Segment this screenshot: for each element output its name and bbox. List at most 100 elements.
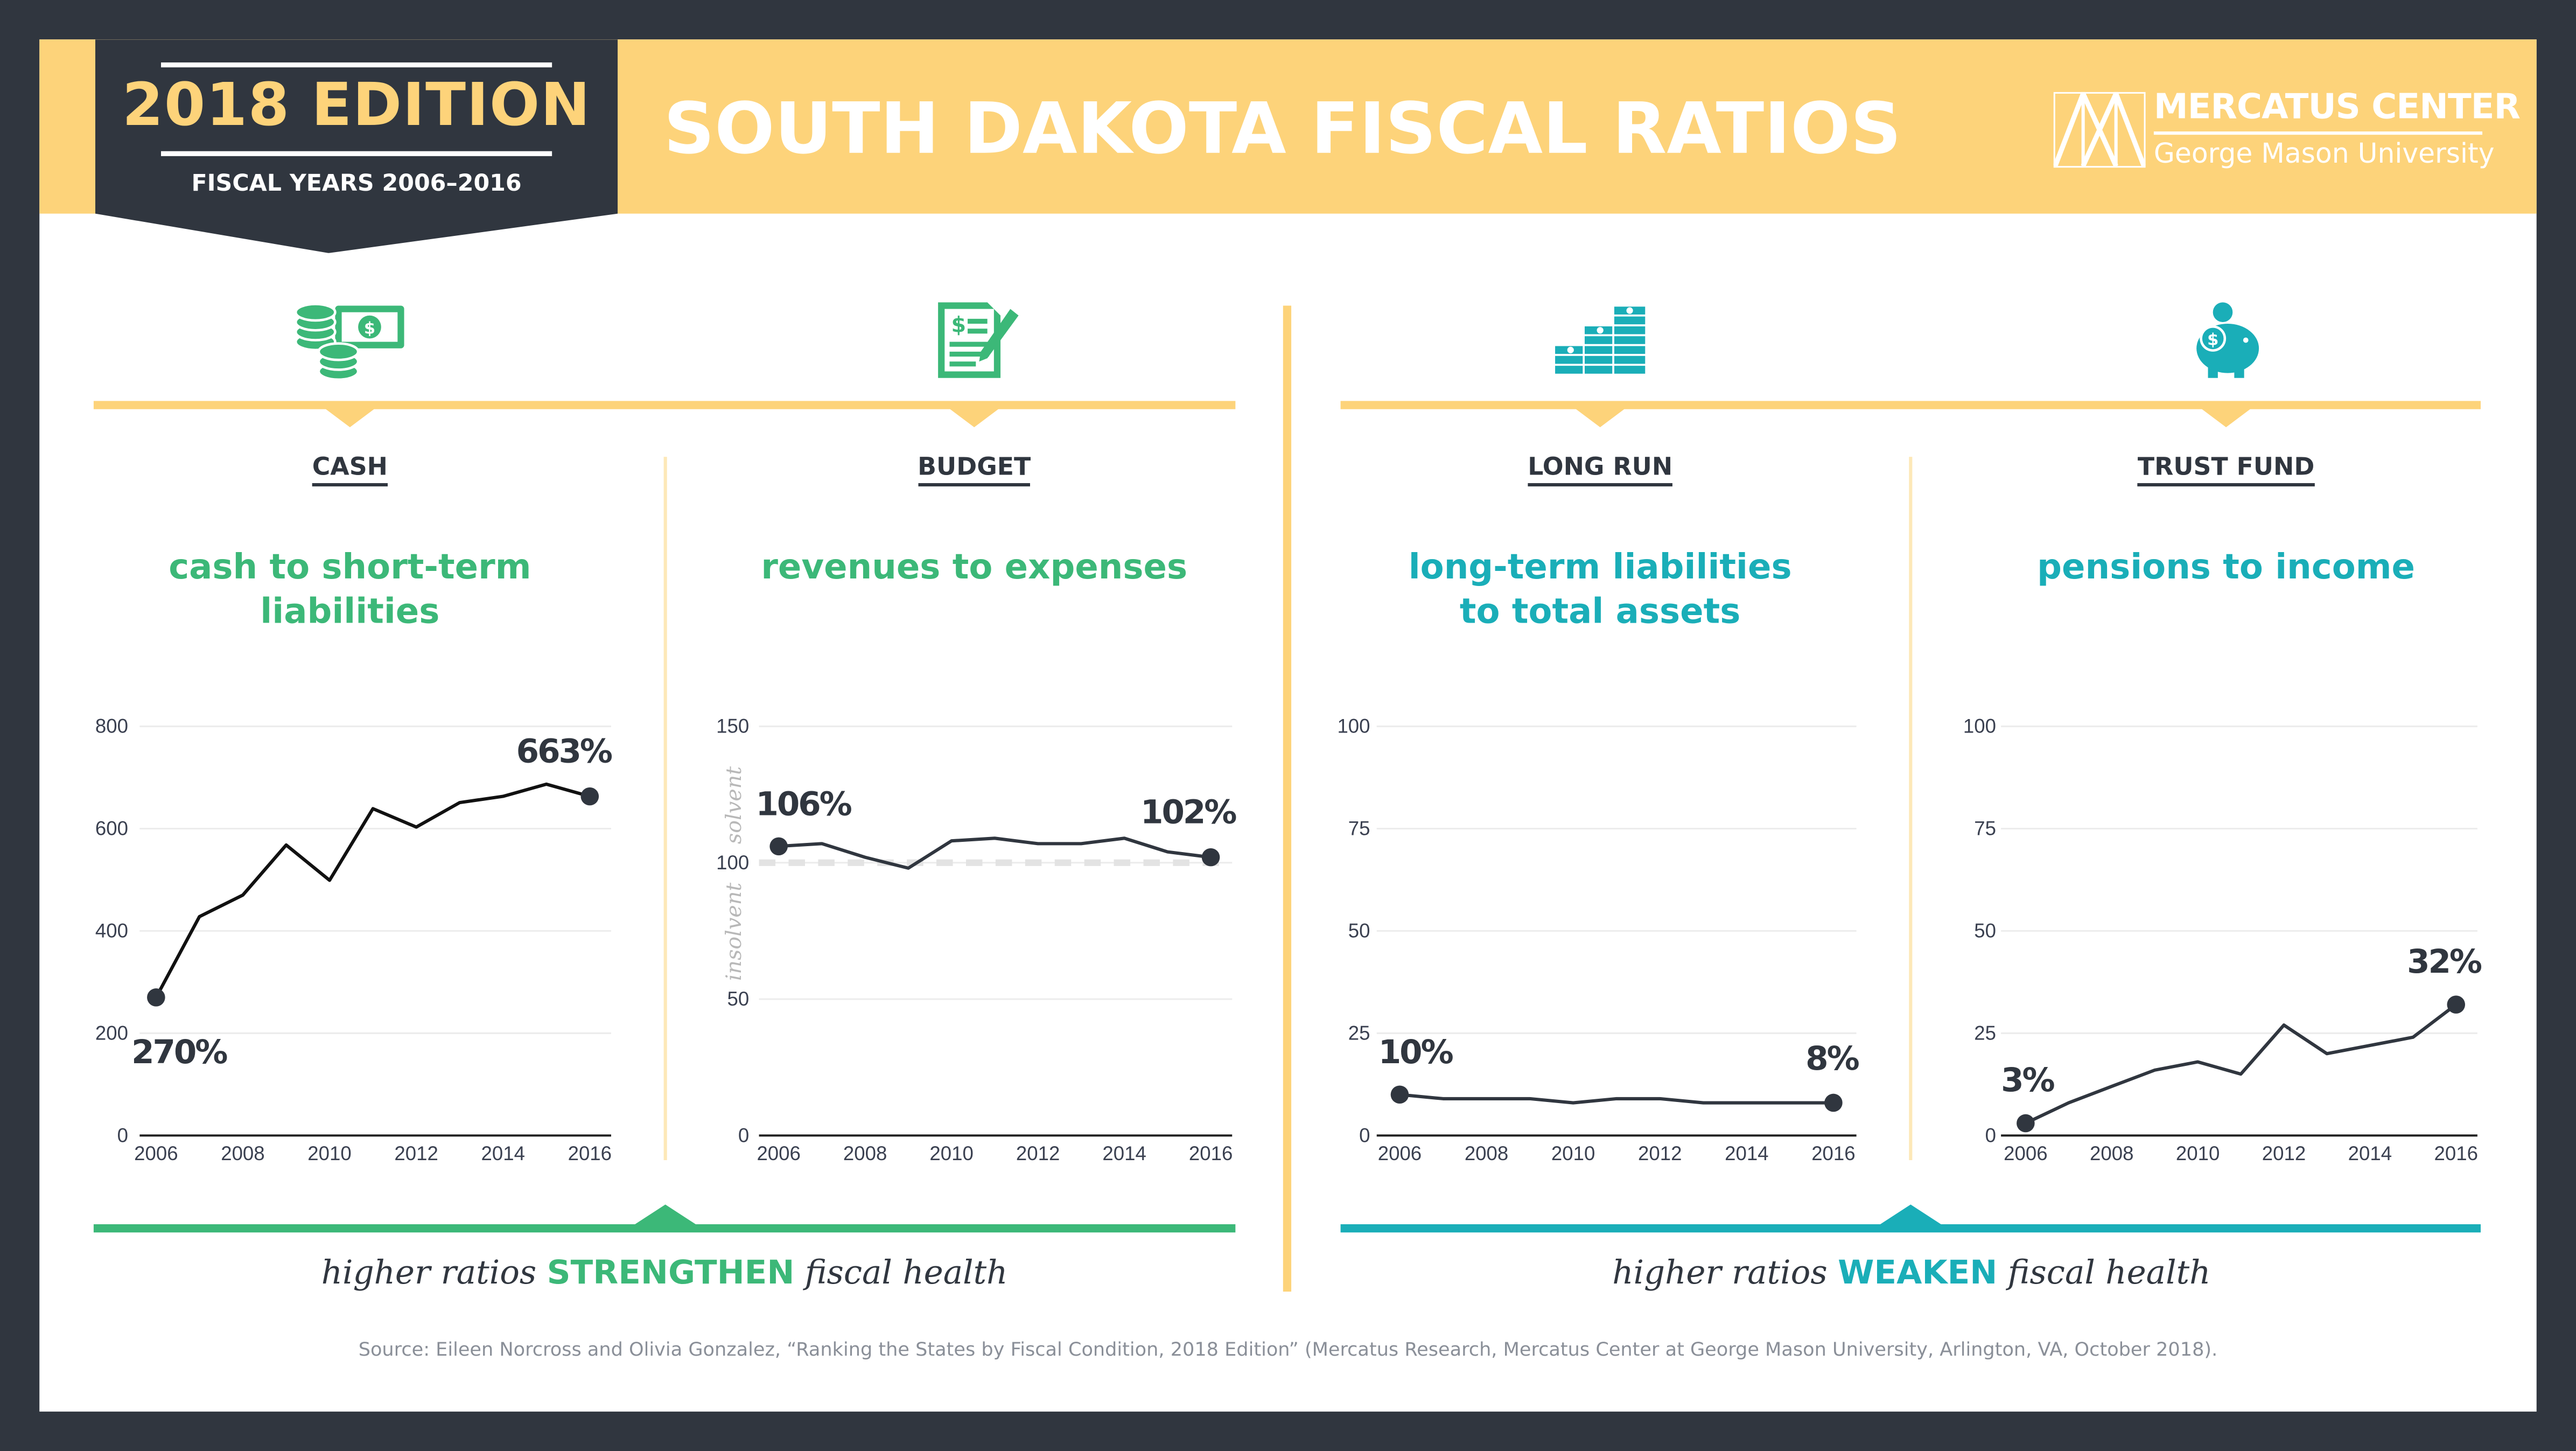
y-tick-label: 50	[727, 988, 750, 1010]
x-tick-label: 2008	[843, 1142, 887, 1164]
y-tick-label: 50	[1974, 920, 1996, 942]
pointer-long-run	[1573, 407, 1627, 428]
y-tick-label: 800	[95, 715, 128, 737]
x-tick-label: 2012	[394, 1142, 438, 1164]
edition-label: 2018 EDITION	[122, 72, 591, 140]
column-label-cash: CASH	[103, 452, 596, 487]
y-tick-label: 25	[1974, 1022, 1996, 1044]
pointer-budget	[948, 407, 1001, 428]
column-divider	[663, 457, 667, 1161]
series-line	[778, 836, 1211, 870]
data-point	[2447, 995, 2466, 1014]
fiscal-years-label: FISCAL YEARS 2006–2016	[191, 171, 522, 198]
pointer-cash	[324, 407, 376, 428]
data-point	[1390, 1085, 1409, 1104]
end-value-label: 8%	[1805, 1040, 1859, 1078]
y-tick-label: 200	[95, 1022, 128, 1044]
strengthen-rule	[93, 1224, 1236, 1233]
data-point	[147, 988, 165, 1007]
column-divider	[1909, 457, 1913, 1161]
x-tick-label: 2010	[2176, 1142, 2220, 1164]
page-title: SOUTH DAKOTA FISCAL RATIOS	[663, 88, 1902, 171]
logo-rule	[2153, 131, 2483, 135]
tagline-strengthen: higher ratios STRENGTHEN fiscal health	[321, 1252, 1008, 1292]
y-tick-label: 100	[1963, 715, 1996, 737]
svg-text:$: $	[951, 312, 967, 337]
insolvent-annotation: insolvent	[722, 883, 746, 981]
x-tick-label: 2014	[481, 1142, 524, 1164]
x-tick-label: 2006	[2004, 1142, 2047, 1164]
x-tick-label: 2012	[1016, 1142, 1060, 1164]
column-label-long-run: LONG RUN	[1354, 452, 1846, 487]
y-tick-label: 0	[738, 1124, 749, 1146]
y-tick-label: 75	[1348, 818, 1370, 840]
x-tick-label: 2016	[2434, 1142, 2478, 1164]
logo-text-mercatus: MERCATUS CENTER	[2153, 87, 2521, 127]
edition-badge	[95, 39, 618, 253]
cash-coins-icon: $	[294, 303, 404, 381]
series-line	[2025, 1003, 2458, 1125]
end-value-label: 102%	[1140, 793, 1236, 832]
x-tick-label: 2014	[1725, 1142, 1768, 1164]
y-tick-label: 25	[1348, 1022, 1370, 1044]
start-value-label: 10%	[1378, 1033, 1453, 1071]
logo-text-gmu: George Mason University	[2153, 138, 2495, 170]
y-tick-label: 150	[716, 715, 749, 737]
subtitle-long-run: long-term liabilities to total assets	[1408, 547, 1792, 631]
start-value-label: 106%	[755, 785, 851, 823]
x-tick-label: 2016	[1811, 1142, 1855, 1164]
svg-text:$: $	[364, 319, 375, 338]
money-stacks-icon	[1553, 304, 1647, 376]
end-value-label: 663%	[516, 733, 612, 771]
x-tick-label: 2016	[1189, 1142, 1233, 1164]
source-note: Source: Eileen Norcross and Olivia Gonza…	[358, 1337, 2218, 1361]
y-tick-label: 50	[1348, 920, 1370, 942]
badge-rule-top	[160, 62, 552, 68]
x-tick-label: 2008	[221, 1142, 264, 1164]
section-divider	[1283, 305, 1292, 1292]
pointer-trust-fund	[2200, 407, 2252, 428]
data-point	[1201, 848, 1220, 867]
data-point	[769, 837, 788, 856]
x-tick-label: 2014	[1102, 1142, 1146, 1164]
y-tick-label: 0	[1985, 1124, 1996, 1146]
data-point	[1824, 1093, 1843, 1112]
data-point	[580, 787, 599, 806]
x-tick-label: 2016	[568, 1142, 612, 1164]
x-tick-label: 2010	[307, 1142, 351, 1164]
x-tick-label: 2010	[1551, 1142, 1595, 1164]
y-tick-label: 400	[95, 920, 128, 942]
data-point	[2017, 1114, 2035, 1133]
start-value-label: 3%	[2001, 1061, 2054, 1099]
subtitle-cash: cash to short-term liabilities	[169, 547, 531, 631]
y-tick-label: 100	[716, 852, 749, 874]
section-rule-strengthen	[93, 401, 1236, 409]
subtitle-budget: revenues to expenses	[761, 547, 1188, 587]
y-tick-label: 0	[117, 1124, 128, 1146]
weaken-rule	[1340, 1224, 2481, 1233]
y-tick-label: 75	[1974, 818, 1996, 840]
y-tick-label: 600	[95, 818, 128, 840]
x-tick-label: 2014	[2348, 1142, 2392, 1164]
mercatus-logo-icon	[2053, 92, 2146, 168]
x-tick-label: 2012	[1638, 1142, 1682, 1164]
piggy-bank-icon: $	[2196, 302, 2259, 378]
tagline-weaken: higher ratios WEAKEN fiscal health	[1612, 1252, 2211, 1292]
subtitle-trust-fund: pensions to income	[2037, 547, 2416, 587]
end-value-label: 32%	[2407, 943, 2482, 981]
weaken-pointer	[1878, 1204, 1944, 1226]
section-rule-weaken	[1340, 401, 2481, 409]
y-tick-label: 0	[1359, 1124, 1370, 1146]
series-line	[155, 782, 591, 999]
x-tick-label: 2008	[1465, 1142, 1508, 1164]
svg-text:$: $	[2207, 331, 2218, 350]
x-tick-label: 2006	[134, 1142, 178, 1164]
y-tick-label: 100	[1337, 715, 1370, 737]
x-tick-label: 2008	[2090, 1142, 2133, 1164]
strengthen-pointer	[632, 1204, 698, 1226]
column-label-trust-fund: TRUST FUND	[1979, 452, 2472, 487]
x-tick-label: 2006	[757, 1142, 800, 1164]
x-tick-label: 2012	[2262, 1142, 2306, 1164]
start-value-label: 270%	[131, 1033, 227, 1071]
